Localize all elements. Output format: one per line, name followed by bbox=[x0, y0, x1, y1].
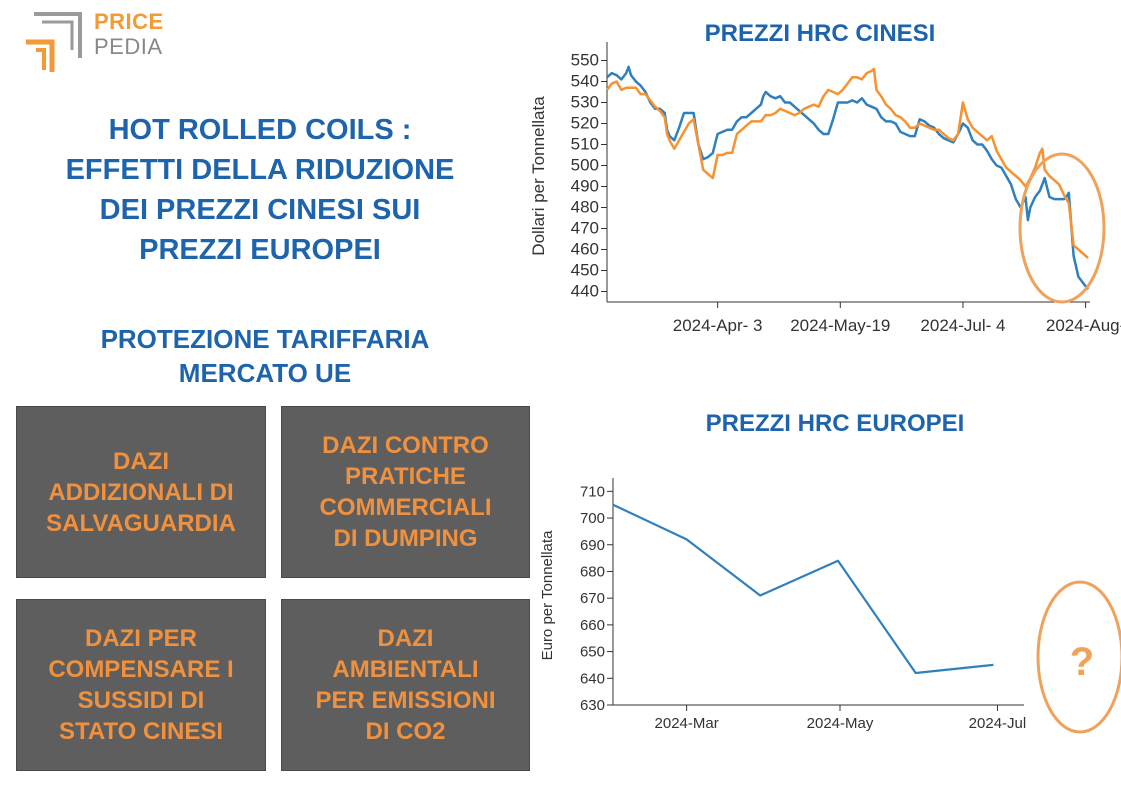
chart-title-china: PREZZI HRC CINESI bbox=[704, 20, 936, 47]
y-tick-label: 530 bbox=[571, 93, 599, 112]
logo bbox=[22, 6, 182, 76]
box-line: AMBIENTALI bbox=[332, 656, 479, 683]
series-line-1 bbox=[606, 67, 1089, 259]
box-line: DAZI bbox=[377, 625, 434, 652]
box-line: DAZI PER bbox=[84, 625, 197, 652]
box-line: DAZI CONTRO bbox=[322, 432, 489, 459]
logo-text-pedia: PEDIA bbox=[94, 34, 163, 59]
box-line: ADDIZIONALI DI bbox=[48, 478, 234, 506]
y-axis-label: Dollari per Tonnellata bbox=[529, 96, 548, 256]
y-tick-label: 650 bbox=[580, 644, 605, 661]
y-tick-label: 500 bbox=[571, 156, 599, 175]
y-tick-label: 690 bbox=[580, 537, 605, 554]
logo-text-price: PRICE bbox=[94, 9, 164, 34]
y-tick-label: 440 bbox=[571, 282, 599, 301]
highlight-ellipse bbox=[1036, 580, 1121, 734]
y-tick-label: 550 bbox=[571, 51, 599, 70]
box-line: SUSSIDI DI bbox=[77, 687, 205, 714]
title-line: EFFETTI DELLA RIDUZIONE bbox=[65, 154, 455, 186]
x-tick-label: 2024-May bbox=[807, 715, 874, 732]
y-tick-label: 680 bbox=[580, 563, 605, 580]
box-line: DAZI bbox=[113, 447, 169, 475]
chart-title-europe: PREZZI HRC EUROPEI bbox=[705, 410, 965, 437]
section-title: PROTEZIONE TARIFFARIA MERCATO UE bbox=[60, 322, 470, 390]
box-line: SALVAGUARDIA bbox=[46, 509, 236, 537]
x-tick-label: 2024-Mar bbox=[655, 715, 719, 732]
title-line: PREZZI EUROPEI bbox=[139, 234, 381, 266]
y-tick-label: 490 bbox=[571, 177, 599, 196]
series-line-0 bbox=[612, 503, 994, 675]
logo-icon bbox=[26, 12, 82, 72]
section-title-line: MERCATO UE bbox=[178, 358, 352, 388]
y-tick-label: 470 bbox=[571, 219, 599, 238]
question-mark: ? bbox=[1069, 640, 1095, 684]
y-axis-label: Euro per Tonnellata bbox=[539, 530, 556, 660]
highlight-ellipse bbox=[1018, 152, 1106, 304]
tariff-box-subsidies: DAZI PER COMPENSARE I SUSSIDI DI STATO C… bbox=[16, 599, 266, 771]
x-tick-label: 2024-Apr- 3 bbox=[673, 316, 763, 335]
x-tick-label: 2024-May-19 bbox=[790, 316, 890, 335]
x-tick-label: 2024-Jul- 4 bbox=[920, 316, 1005, 335]
x-tick-label: 2024-Aug- bbox=[1046, 316, 1121, 335]
x-tick-label: 2024-Jul bbox=[969, 715, 1027, 732]
tariff-box-co2: DAZI AMBIENTALI PER EMISSIONI DI CO2 bbox=[281, 599, 530, 771]
y-tick-label: 460 bbox=[571, 240, 599, 259]
series-line-0 bbox=[606, 65, 1089, 291]
page-title: HOT ROLLED COILS : EFFETTI DELLA RIDUZIO… bbox=[20, 110, 500, 270]
section-title-line: PROTEZIONE TARIFFARIA bbox=[100, 324, 430, 354]
box-line: COMMERCIALI bbox=[319, 494, 492, 521]
y-tick-label: 540 bbox=[571, 72, 599, 91]
y-tick-label: 510 bbox=[571, 135, 599, 154]
y-tick-label: 640 bbox=[580, 670, 605, 687]
y-tick-label: 670 bbox=[580, 590, 605, 607]
y-tick-label: 630 bbox=[580, 697, 605, 714]
tariff-box-dumping: DAZI CONTRO PRATICHE COMMERCIALI DI DUMP… bbox=[281, 406, 530, 578]
y-tick-label: 450 bbox=[571, 261, 599, 280]
box-line: PRATICHE bbox=[345, 463, 466, 490]
y-tick-label: 520 bbox=[571, 114, 599, 133]
box-line: STATO CINESI bbox=[58, 718, 223, 745]
title-line: DEI PREZZI CINESI SUI bbox=[99, 194, 421, 226]
box-line: DI CO2 bbox=[365, 718, 446, 745]
box-line: PER EMISSIONI bbox=[315, 687, 496, 714]
tariff-box-safeguard: DAZI ADDIZIONALI DI SALVAGUARDIA bbox=[16, 406, 266, 578]
y-tick-label: 660 bbox=[580, 617, 605, 634]
y-tick-label: 710 bbox=[580, 483, 605, 500]
y-tick-label: 700 bbox=[580, 510, 605, 527]
box-line: COMPENSARE I bbox=[48, 656, 234, 683]
box-line: DI DUMPING bbox=[333, 525, 478, 552]
y-tick-label: 480 bbox=[571, 198, 599, 217]
title-line: HOT ROLLED COILS : bbox=[108, 114, 412, 146]
